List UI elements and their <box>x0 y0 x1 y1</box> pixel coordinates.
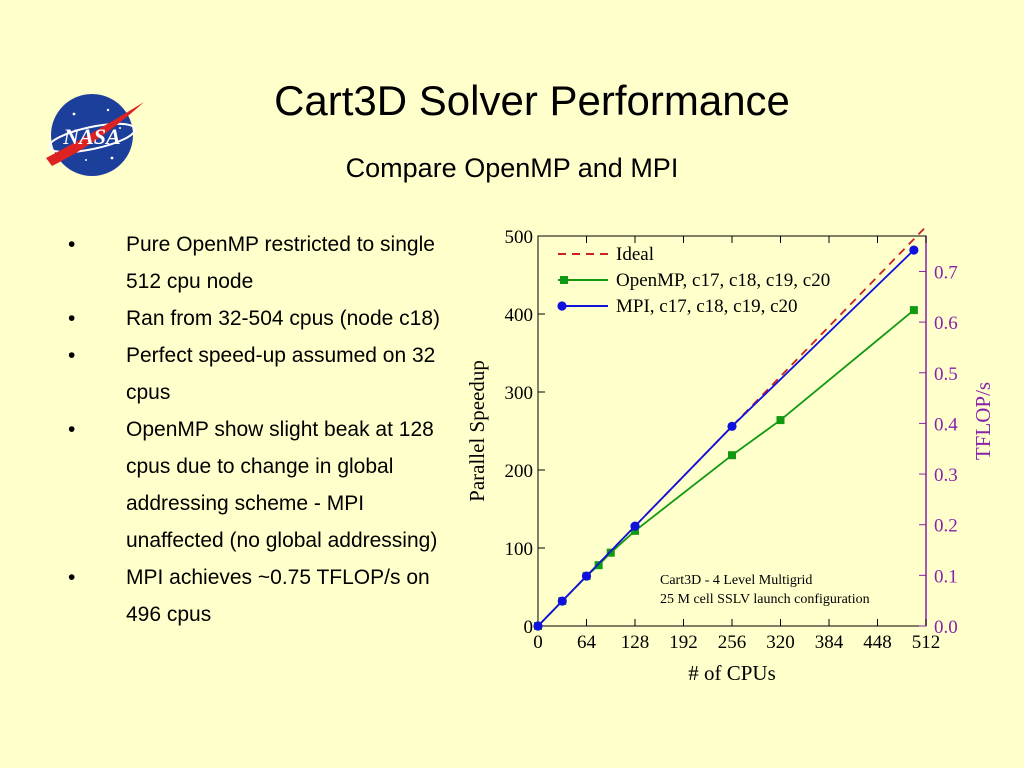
bullet-text: Perfect speed-up assumed on 32 cpus <box>126 344 436 404</box>
x-tick-label: 256 <box>718 632 747 653</box>
mpi-marker <box>909 245 919 255</box>
bullet-marker: • <box>68 233 76 256</box>
openmp-marker <box>631 526 639 535</box>
bullet-text: Pure OpenMP restricted to single 512 cpu… <box>126 233 435 293</box>
x-tick-label: 384 <box>815 632 844 653</box>
y-tick-label: 100 <box>505 539 534 560</box>
y2-tick-label: 0.6 <box>934 313 958 334</box>
x-tick-label: 512 <box>912 632 941 653</box>
y2-tick-label: 0.3 <box>934 465 958 486</box>
bullet-item: • MPI achieves ~0.75 TFLOP/s on 496 cpus <box>62 559 457 633</box>
mpi-marker <box>727 421 737 431</box>
mpi-marker <box>557 596 567 606</box>
chart-annotation: Cart3D - 4 Level Multigrid <box>660 573 812 588</box>
y-tick-label: 500 <box>505 227 534 248</box>
y-axis-label: Parallel Speedup <box>465 360 489 502</box>
y-tick-label: 0 <box>524 617 534 638</box>
mpi-marker <box>533 621 543 631</box>
y-tick-label: 400 <box>505 305 534 326</box>
bullet-list: • Pure OpenMP restricted to single 512 cp… <box>62 226 457 633</box>
bullet-text: MPI achieves ~0.75 TFLOP/s on 496 cpus <box>126 566 430 626</box>
bullet-item: • Pure OpenMP restricted to single 512 cp… <box>62 226 457 300</box>
bullet-marker: • <box>68 566 76 589</box>
y2-tick-label: 0.4 <box>934 414 958 435</box>
bullet-item: • OpenMP show slight beak at 128 cpus due… <box>62 411 457 559</box>
page-subtitle: Compare OpenMP and MPI <box>345 153 679 183</box>
legend-label: OpenMP, c17, c18, c19, c20 <box>616 270 830 291</box>
chart-annotation: 25 M cell SSLV launch configuration <box>660 592 870 607</box>
mpi-marker <box>581 571 592 581</box>
legend-marker <box>560 276 568 284</box>
bullet-text: Ran from 32-504 cpus (node c18) <box>126 307 441 330</box>
bullet-marker: • <box>68 418 76 441</box>
logo-text: NASA <box>62 124 120 149</box>
openmp-marker <box>909 306 918 315</box>
y2-tick-label: 0.1 <box>934 566 958 587</box>
y-tick-label: 300 <box>505 383 534 404</box>
openmp-marker <box>594 561 603 570</box>
x-tick-label: 448 <box>863 632 892 653</box>
openmp-marker <box>776 416 785 425</box>
y2-tick-label: 0.0 <box>934 617 958 638</box>
legend-marker <box>557 301 567 311</box>
x-tick-label: 192 <box>669 632 698 653</box>
bullet-item: • Ran from 32-504 cpus (node c18) <box>62 300 457 337</box>
mpi-marker <box>630 521 640 531</box>
y2-tick-label: 0.2 <box>934 516 958 537</box>
series-line-0 <box>537 226 927 627</box>
y2-axis-label: TFLOP/s <box>971 382 995 460</box>
x-axis-label: # of CPUs <box>688 661 776 685</box>
y2-tick-label: 0.5 <box>934 364 958 385</box>
x-tick-label: 64 <box>577 632 597 653</box>
y2-tick-label: 0.7 <box>934 262 958 283</box>
x-tick-label: 0 <box>533 632 543 653</box>
openmp-marker <box>728 451 736 460</box>
nasa-logo: NASA <box>46 94 144 176</box>
bullet-marker: • <box>68 344 76 367</box>
openmp-marker <box>606 548 615 557</box>
series-line-2 <box>537 249 915 627</box>
x-tick-label: 320 <box>766 632 795 653</box>
bullet-marker: • <box>68 307 76 330</box>
page-title: Cart3D Solver Performance <box>274 77 790 124</box>
bullet-item: • Perfect speed-up assumed on 32 cpus <box>62 337 457 411</box>
bullet-text: OpenMP show slight beak at 128 cpus due … <box>126 418 438 552</box>
speedup-chart: 0 64 128 192 256 320 384 448 512 0 100 200 300 400 500… <box>465 226 995 685</box>
legend-label: Ideal <box>616 244 654 265</box>
x-tick-label: 128 <box>621 632 650 653</box>
legend-label: MPI, c17, c18, c19, c20 <box>616 296 798 317</box>
y-tick-label: 200 <box>505 461 534 482</box>
